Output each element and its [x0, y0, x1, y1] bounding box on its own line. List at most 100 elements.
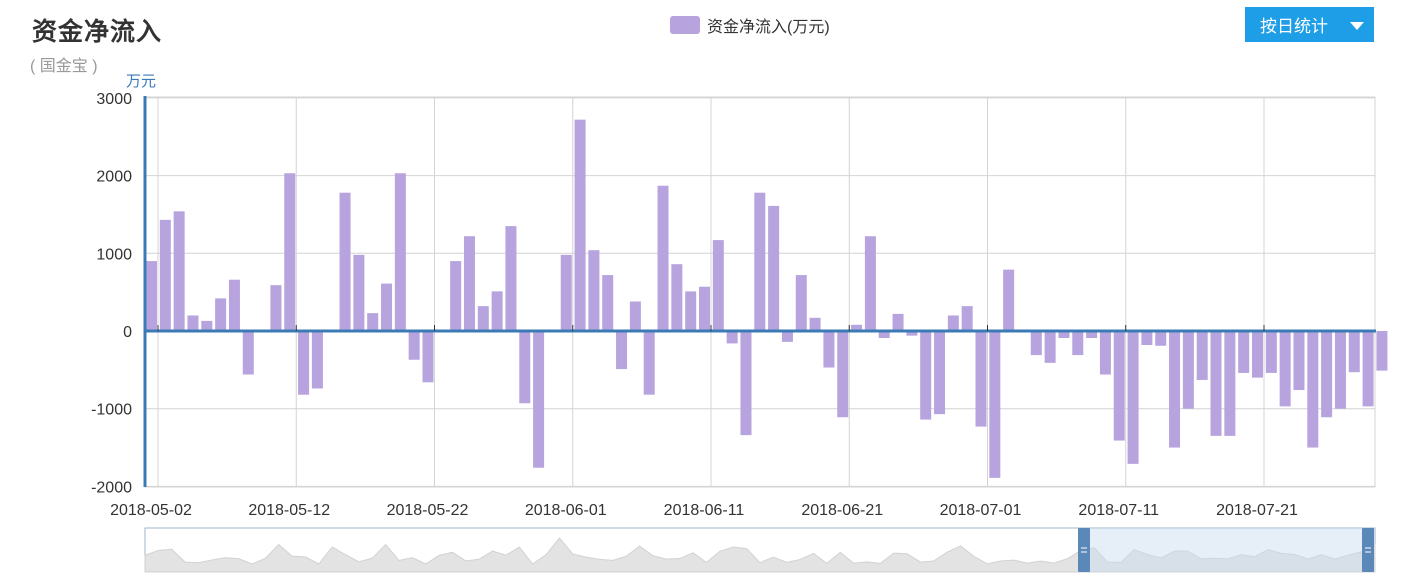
bar[interactable] — [1279, 331, 1291, 407]
bar[interactable] — [1127, 331, 1139, 464]
bar[interactable] — [740, 331, 752, 436]
bar[interactable] — [450, 261, 462, 331]
bar[interactable] — [685, 291, 697, 331]
bar[interactable] — [1362, 331, 1374, 407]
bar[interactable] — [228, 279, 240, 331]
caret-down-icon — [1350, 22, 1364, 30]
bar[interactable] — [408, 331, 420, 360]
bar[interactable] — [1252, 331, 1263, 378]
bar[interactable] — [1334, 331, 1346, 409]
bar[interactable] — [906, 331, 918, 336]
zoom-selected-window[interactable] — [1084, 528, 1368, 572]
y-tick-label: -1000 — [91, 402, 132, 419]
bar[interactable] — [1196, 331, 1208, 380]
bar[interactable] — [920, 331, 932, 420]
bar[interactable] — [1155, 331, 1167, 346]
bar[interactable] — [1265, 331, 1277, 373]
bar[interactable] — [463, 236, 475, 331]
bar[interactable] — [754, 192, 766, 331]
bar-series[interactable] — [146, 119, 1388, 478]
bar[interactable] — [1003, 269, 1015, 331]
bar[interactable] — [671, 264, 683, 331]
bar[interactable] — [934, 331, 946, 415]
bar[interactable] — [864, 236, 876, 331]
bar[interactable] — [629, 301, 641, 331]
bar[interactable] — [159, 219, 171, 331]
bar[interactable] — [1307, 331, 1319, 448]
bar[interactable] — [616, 331, 628, 370]
bar[interactable] — [657, 185, 669, 331]
bar[interactable] — [311, 331, 323, 389]
x-tick-label: 2018-06-11 — [664, 502, 745, 519]
bar[interactable] — [851, 324, 863, 331]
bar[interactable] — [1224, 331, 1236, 436]
bar[interactable] — [1044, 331, 1056, 363]
bar[interactable] — [602, 275, 614, 331]
bar[interactable] — [533, 331, 545, 468]
y-axis-unit: 万元 — [126, 73, 157, 90]
x-tick-label: 2018-06-01 — [525, 502, 607, 519]
bar[interactable] — [809, 317, 821, 331]
zoom-handle-left[interactable] — [1078, 528, 1090, 572]
bar[interactable] — [173, 211, 185, 331]
bar[interactable] — [588, 250, 600, 331]
bar[interactable] — [1348, 331, 1360, 373]
bar[interactable] — [699, 286, 710, 331]
bar[interactable] — [1182, 331, 1194, 409]
bar[interactable] — [712, 240, 724, 331]
bar[interactable] — [242, 331, 254, 375]
bar[interactable] — [947, 315, 959, 331]
axes — [143, 96, 1376, 487]
bar[interactable] — [353, 254, 365, 331]
bar[interactable] — [781, 331, 793, 342]
bar[interactable] — [878, 331, 890, 338]
x-axis-labels: 2018-05-02 2018-05-12 2018-05-22 2018-06-01… — [110, 502, 1298, 519]
bar[interactable] — [574, 119, 586, 331]
bar[interactable] — [477, 306, 489, 331]
bar[interactable] — [367, 313, 379, 331]
zoom-handle-right[interactable] — [1362, 528, 1374, 572]
x-tick-label: 2018-05-02 — [110, 502, 192, 519]
bar[interactable] — [961, 306, 973, 331]
bar[interactable] — [768, 205, 780, 331]
bar[interactable] — [795, 275, 807, 331]
bar[interactable] — [1376, 331, 1388, 371]
bar[interactable] — [422, 331, 434, 383]
bar[interactable] — [1086, 331, 1098, 338]
bar[interactable] — [1293, 331, 1305, 391]
bar[interactable] — [560, 254, 572, 331]
bar[interactable] — [1238, 331, 1250, 373]
bar[interactable] — [989, 331, 1001, 478]
bar[interactable] — [1030, 331, 1042, 356]
bar[interactable] — [643, 331, 655, 395]
bar[interactable] — [339, 192, 351, 331]
bar[interactable] — [1321, 331, 1333, 418]
bar[interactable] — [298, 331, 310, 395]
bar[interactable] — [975, 331, 987, 427]
legend[interactable]: 资金净流入(万元) — [670, 13, 830, 37]
bar[interactable] — [1099, 331, 1111, 375]
bar[interactable] — [837, 331, 849, 418]
bar[interactable] — [394, 173, 406, 331]
bar[interactable] — [726, 331, 738, 344]
bar[interactable] — [1141, 331, 1153, 345]
bar[interactable] — [270, 285, 282, 331]
bar[interactable] — [892, 313, 904, 331]
bar[interactable] — [1058, 331, 1070, 338]
bar[interactable] — [201, 320, 213, 331]
bar[interactable] — [146, 261, 157, 331]
bar[interactable] — [1113, 331, 1125, 441]
bar[interactable] — [187, 315, 199, 331]
bar[interactable] — [1169, 331, 1181, 448]
bar[interactable] — [491, 291, 503, 331]
period-dropdown-button[interactable]: 按日统计 — [1245, 7, 1374, 42]
zoom-slider[interactable] — [144, 527, 1376, 573]
bar[interactable] — [505, 226, 517, 331]
bar[interactable] — [381, 283, 393, 331]
bar[interactable] — [823, 331, 835, 368]
bar[interactable] — [215, 298, 227, 331]
bar[interactable] — [1210, 331, 1222, 436]
bar[interactable] — [519, 331, 531, 404]
bar[interactable] — [284, 173, 296, 331]
bar[interactable] — [1072, 331, 1084, 356]
